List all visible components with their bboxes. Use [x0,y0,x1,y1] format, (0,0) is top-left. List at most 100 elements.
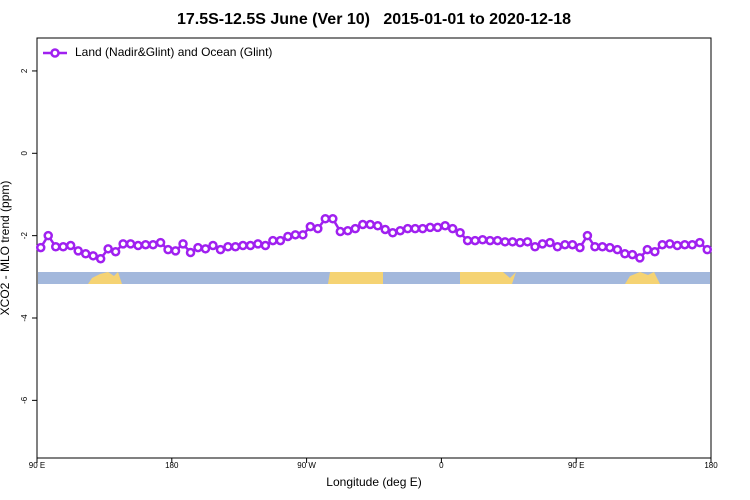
data-point [305,221,316,232]
data-point [103,244,113,254]
legend-label: Land (Nadir&Glint) and Ocean (Glint) [75,45,272,59]
data-point [118,239,128,249]
data-point [477,235,488,245]
data-point [672,240,683,251]
data-point [410,223,420,234]
data-point [260,240,271,251]
data-point [245,240,256,251]
data-point [335,226,346,237]
data-point [95,253,106,264]
data-point [582,230,593,241]
x-tick-label: 180 [704,461,718,470]
data-point [500,237,510,247]
data-point [58,242,68,252]
data-point [253,239,263,249]
data-point [612,244,623,255]
data-point [417,223,428,234]
land-patch [328,272,383,284]
x-tick-label: 90 E [29,461,45,470]
data-point [43,230,53,241]
data-point [402,223,413,234]
x-tick-label: 180 [165,461,179,470]
data-point [268,235,278,246]
data-point [552,242,563,252]
data-point [170,246,181,256]
data-point [290,230,301,240]
data-point [635,253,645,263]
data-point [485,235,495,246]
data-point [298,230,308,240]
data-point [380,224,390,235]
data-point [680,239,690,250]
data-point [320,214,331,224]
data-point [35,242,46,253]
data-point [88,251,98,261]
data-point [620,249,630,259]
data-point [178,239,188,249]
data-point [80,249,91,259]
land-ocean-strip [38,272,710,284]
data-point [657,239,668,250]
data-point [575,242,585,253]
data-point [125,239,136,249]
data-point [133,240,143,251]
data-point [432,222,443,233]
legend-marker [50,48,60,58]
data-point [492,235,503,246]
data-point [537,239,548,249]
x-tick-label: 0 [439,461,444,470]
data-point [230,242,241,252]
data-point [522,237,533,247]
data-point [148,239,158,250]
data-point [387,228,398,238]
data-point [50,242,61,252]
data-point [650,246,660,257]
data-point [200,244,211,254]
data-point [462,235,473,246]
data-point [590,242,600,252]
data-point [350,223,361,234]
data-point [328,214,338,224]
data-point [560,239,570,250]
y-tick-label: 0 [20,151,29,156]
y-tick-label: -4 [20,314,29,322]
y-tick-label: -2 [20,232,29,240]
data-point [283,231,293,242]
data-point [238,240,248,251]
x-tick-label: 90 W [297,461,316,470]
data-point [155,237,166,248]
data-point [567,239,578,250]
data-point [695,237,705,248]
data-point [193,242,203,253]
data-point [313,223,323,234]
data-point [687,239,698,250]
data-point [395,225,405,236]
y-axis-title: XCO2 - MLO trend (ppm) [0,181,12,316]
data-point [627,249,638,260]
data-point [470,235,480,246]
data-point [65,240,76,251]
data-point [665,239,675,249]
data-point [343,225,353,236]
data-point [455,228,465,238]
y-tick-label: 2 [20,68,29,73]
data-point [702,244,713,255]
data-point [515,237,525,248]
data-point [208,240,218,251]
land-patch [625,272,660,284]
data-point [185,247,196,258]
data-point [530,242,540,252]
data-point [365,219,376,230]
data-point [440,221,450,231]
data-point [545,237,555,248]
data-point [642,244,653,255]
data-point [110,246,121,257]
data-point [275,235,286,246]
x-tick-label: 90 E [568,461,584,470]
data-point [140,239,151,250]
y-tick-label: -6 [20,396,29,404]
data-point [73,246,83,256]
data-point [597,242,608,252]
land-patch [460,272,516,284]
